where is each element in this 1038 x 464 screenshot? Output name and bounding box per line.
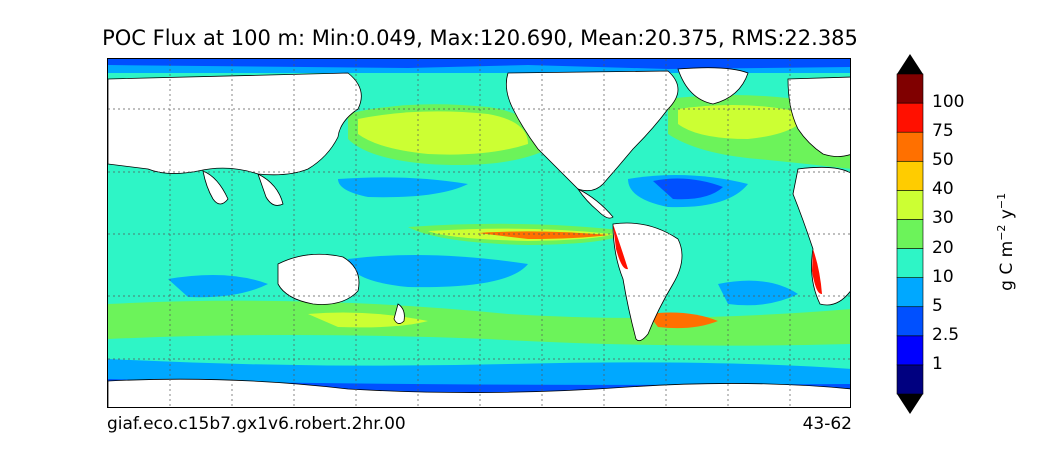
colorbar-tick-label: 100 [932, 92, 965, 113]
patagonian-shelf-high [648, 312, 718, 329]
poc-flux-map [107, 58, 851, 408]
indian-ocean-gyre [168, 275, 268, 298]
colorbar-segment [896, 73, 924, 104]
map-svg [108, 59, 850, 407]
colorbar-segment [896, 335, 924, 366]
north-atlantic-gyre-core [653, 178, 723, 200]
colorbar-segment [896, 306, 924, 337]
colorbar-segment [896, 364, 924, 395]
colorbar-tick-label: 75 [932, 121, 954, 142]
colorbar-segment [896, 248, 924, 278]
colorbar-segment [896, 277, 924, 308]
southeast-asia-landmass [257, 173, 284, 206]
peru-upwelling [613, 224, 628, 270]
south-atlantic-gyre [718, 280, 798, 306]
north-america-landmass [505, 70, 679, 192]
south-america-landmass [612, 222, 683, 342]
colorbar-tick-label: 1 [932, 353, 943, 374]
north-pacific-high [358, 111, 528, 155]
colorbar-tick-label: 40 [932, 179, 954, 200]
land-masses [108, 67, 850, 407]
greenland-landmass [677, 67, 749, 105]
africa-landmass [792, 166, 850, 306]
colorbar-tick-label: 50 [932, 150, 954, 171]
colorbar-tick-label: 5 [932, 295, 943, 316]
colorbar-units: g C m−2 y−1 [995, 192, 1017, 291]
india-landmass [202, 170, 229, 205]
map-title: POC Flux at 100 m: Min:0.049, Max:120.69… [102, 26, 858, 50]
antarctica-landmass [108, 378, 850, 407]
north-atlantic-high [678, 105, 808, 139]
south-pacific-gyre [348, 255, 528, 288]
colorbar-tick-label: 20 [932, 237, 954, 258]
colorbar-tick-label: 2.5 [932, 324, 960, 345]
run-id-caption: giaf.eco.c15b7.gx1v6.robert.2hr.00 [107, 414, 406, 434]
southern-ocean-band [108, 300, 850, 346]
colorbar-tick-label: 10 [932, 266, 954, 287]
new-zealand-landmass [393, 303, 405, 324]
equatorial-peak [478, 231, 608, 239]
north-pacific-gyre [338, 177, 468, 198]
europe-landmass [787, 76, 850, 157]
colorbar-segment [896, 102, 924, 133]
colorbar-segment [896, 160, 924, 191]
colorbar [896, 54, 924, 414]
colorbar-segments [896, 73, 924, 395]
australia-landmass [277, 253, 360, 305]
arctic-low-region [108, 59, 850, 69]
benguela-upwelling [812, 249, 822, 295]
colorbar-segment [896, 219, 924, 249]
colorbar-tick-label: 30 [932, 208, 954, 229]
colorbar-segment [896, 190, 924, 220]
colorbar-under-arrow [897, 394, 923, 414]
colorbar-over-arrow [897, 54, 923, 74]
years-caption: 43-62 [802, 414, 852, 434]
graticule [108, 59, 850, 407]
colorbar-segment [896, 131, 924, 162]
